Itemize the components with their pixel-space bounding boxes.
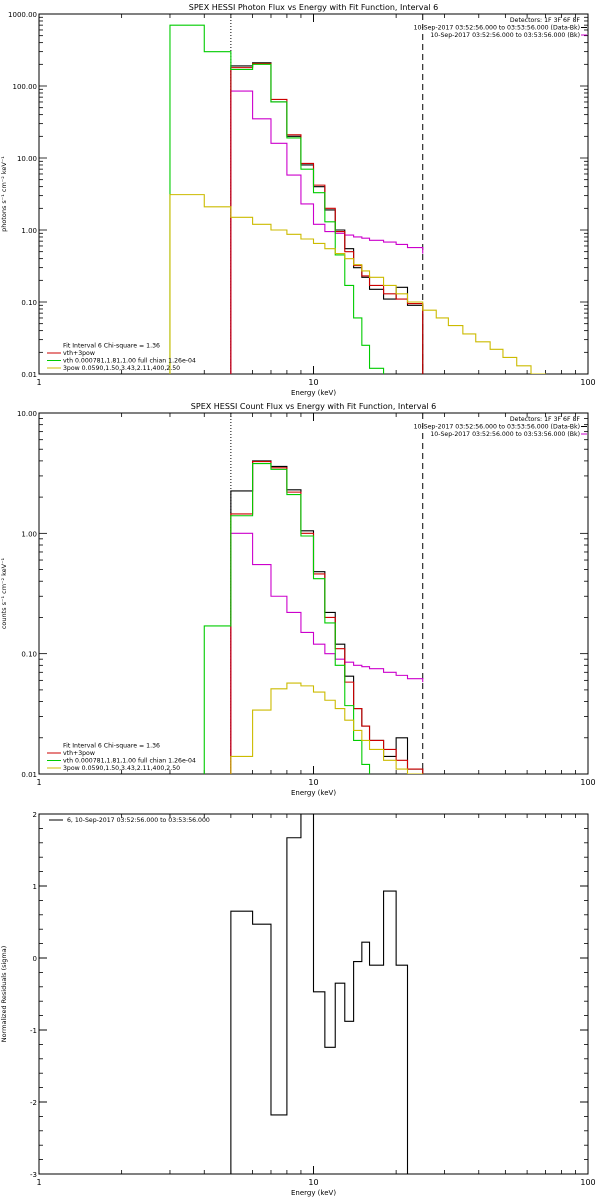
legend-text: Detectors: 1F 3F 6F 8F [510, 17, 581, 24]
x-axis-label: Energy (keV) [291, 789, 336, 797]
series-line-2 [230, 90, 424, 374]
legend-text: 10-Sep-2017 03:52:56.000 to 03:53:56.000… [414, 25, 580, 32]
y-tick-label: -2 [30, 1099, 37, 1107]
plot-frame [38, 412, 589, 775]
y-tick-label: 100.00 [13, 83, 38, 91]
series-line-4 [203, 463, 371, 774]
legend-text: 10-Sep-2017 03:52:56.000 to 03:53:56.000… [414, 424, 580, 431]
y-tick-label: 10.00 [17, 410, 37, 418]
y-tick-label: -3 [30, 1171, 37, 1179]
series-line-1 [230, 460, 424, 774]
y-tick-label: 10.00 [17, 155, 37, 163]
legend-text: vth 0.000781,1.81,1.00 full chian 1.26e-… [63, 358, 196, 365]
series-line-1 [230, 62, 424, 374]
panel-1: 1 10 100 0.01 0.10 1.00 10.00 100.00 1000.00 SPEX… [0, 3, 596, 397]
legend-text: Fit Interval 6 Chi-square = 1.36 [63, 343, 160, 350]
y-tick-label: 0.01 [21, 771, 37, 779]
legend-text: vth+3pow [63, 350, 95, 357]
legend-text: 3pow 0.0590,1.50,3.43,2.11,400,2.50 [63, 765, 180, 772]
x-tick-label: 100 [580, 1178, 595, 1187]
series-line-5 [230, 682, 424, 774]
legend-text: vth+3pow [63, 750, 95, 757]
y-tick-label: 0.01 [21, 371, 37, 379]
series-line-2 [230, 532, 424, 774]
series-line-1 [230, 814, 409, 1174]
plot-frame [38, 13, 589, 375]
y-tick-label: 2 [33, 811, 37, 819]
x-axis-label: Energy (keV) [291, 1189, 336, 1197]
series-line-3 [230, 460, 424, 774]
legend-text: 3pow 0.0590,1.50,3.43,2.11,400,2.50 [63, 365, 180, 372]
y-tick-label: 0.10 [21, 299, 37, 307]
x-tick-label: 1 [36, 778, 41, 787]
legend-text: 6, 10-Sep-2017 03:52:56.000 to 03:53:56.… [67, 817, 210, 824]
series-line-4 [169, 24, 385, 374]
legend-text: Fit Interval 6 Chi-square = 1.36 [63, 743, 160, 750]
y-tick-label: 1 [33, 883, 37, 891]
y-tick-label: 0.10 [21, 651, 37, 659]
y-tick-label: 1000.00 [8, 11, 37, 19]
x-tick-label: 10 [308, 378, 318, 387]
chart-title: SPEX HESSI Count Flux vs Energy with Fit… [191, 402, 436, 411]
panel-3: 1 10 100 -3 -2 -1 0 1 2 Energy (keV) Normalized Re… [0, 811, 596, 1197]
x-tick-label: 10 [308, 778, 318, 787]
x-tick-label: 1 [36, 1178, 41, 1187]
legend-text: 10-Sep-2017 03:52:56.000 to 03:53:56.000… [430, 32, 580, 39]
y-axis-label: photons s⁻¹ cm⁻² keV⁻¹ [0, 156, 8, 232]
legend-text: 10-Sep-2017 03:52:56.000 to 03:53:56.000… [430, 431, 580, 438]
y-axis-label: Normalized Residuals (sigma) [0, 946, 8, 1043]
x-tick-label: 10 [308, 1178, 318, 1187]
y-tick-label: 0 [33, 955, 37, 963]
x-tick-label: 100 [580, 378, 595, 387]
x-tick-label: 1 [36, 378, 41, 387]
legend-text: vth 0.000781,1.81,1.00 full chian 1.26e-… [63, 758, 196, 765]
y-tick-label: 1.00 [21, 530, 37, 538]
legend-text: Detectors: 1F 3F 6F 8F [510, 416, 581, 423]
series-line-5 [169, 194, 547, 374]
x-tick-label: 100 [580, 778, 595, 787]
series-line-3 [230, 63, 424, 374]
y-tick-label: -1 [30, 1027, 37, 1035]
chart-title: SPEX HESSI Photon Flux vs Energy with Fi… [189, 3, 439, 12]
panel-2: 1 10 100 0.01 0.10 1.00 10.00 SPEX HESSI Count … [0, 402, 596, 797]
y-axis-label: counts s⁻¹ cm⁻² keV⁻¹ [0, 557, 8, 629]
x-axis-label: Energy (keV) [291, 389, 336, 397]
y-tick-label: 1.00 [21, 227, 37, 235]
